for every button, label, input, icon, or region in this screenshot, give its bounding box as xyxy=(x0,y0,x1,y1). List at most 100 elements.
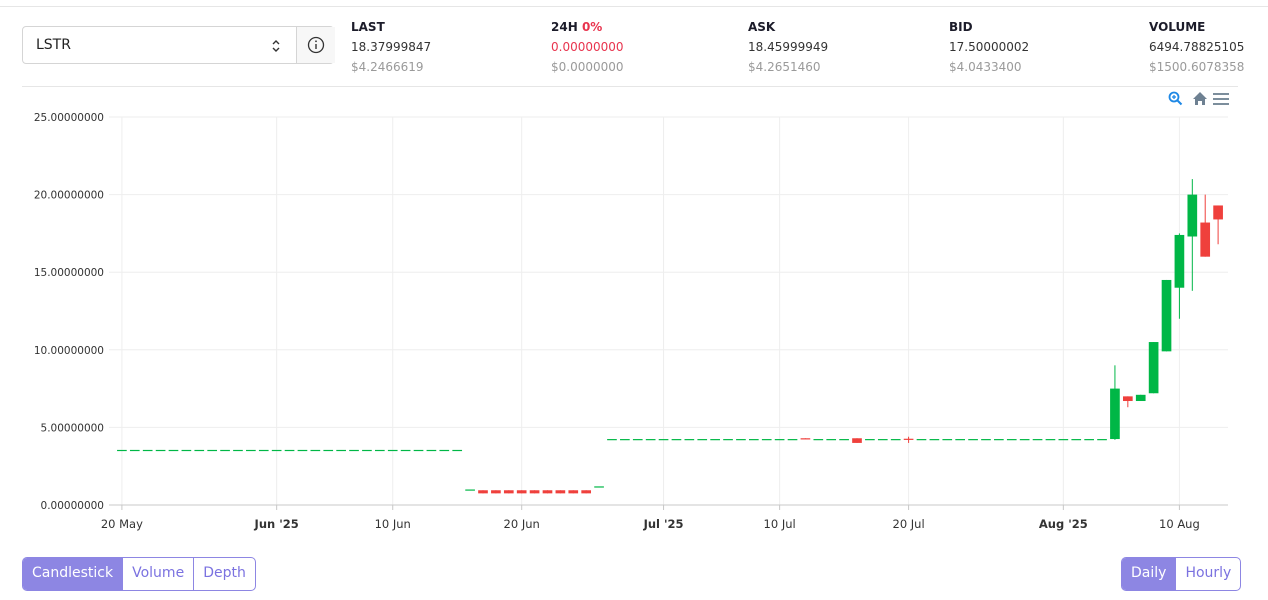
candle-body xyxy=(555,490,566,494)
candle-body xyxy=(1032,439,1043,441)
candle-body xyxy=(645,439,656,441)
chart-type-group: Candlestick Volume Depth xyxy=(22,557,256,591)
candle-body xyxy=(452,449,463,452)
candle-body xyxy=(413,449,424,452)
x-tick-label: 10 Jul xyxy=(764,517,796,531)
stat-usd: $4.0433400 xyxy=(949,60,1022,74)
candle-body xyxy=(491,490,501,494)
x-tick-label: 20 May xyxy=(101,517,143,531)
interval-group: Daily Hourly xyxy=(1121,557,1242,591)
candle-body xyxy=(1200,222,1211,257)
menu-icon[interactable] xyxy=(1213,93,1229,105)
candle-body xyxy=(632,439,643,441)
candle-body xyxy=(697,439,708,441)
candle-body xyxy=(349,449,359,452)
candle-body xyxy=(839,439,849,441)
interval-button[interactable]: Hourly xyxy=(1175,558,1240,590)
candle-body xyxy=(865,439,875,441)
candle-body xyxy=(1122,396,1133,402)
candle-body xyxy=(942,439,953,441)
stat-usd: $0.0000000 xyxy=(551,60,624,74)
candle-body xyxy=(168,449,179,452)
candle-body xyxy=(426,449,437,452)
candle-body xyxy=(774,439,785,441)
candle-body xyxy=(877,439,888,441)
candle-body xyxy=(258,449,269,452)
candle-body xyxy=(1174,234,1185,288)
home-icon[interactable] xyxy=(1193,92,1207,105)
candle-body xyxy=(516,490,527,494)
chart-type-button[interactable]: Volume xyxy=(122,558,193,590)
candle-body xyxy=(336,449,346,452)
candle-body xyxy=(542,490,553,494)
candle-body xyxy=(1135,394,1146,402)
candle-body xyxy=(581,490,592,494)
candle-body xyxy=(271,449,282,452)
candle-body xyxy=(297,449,308,452)
candle-body xyxy=(981,439,991,441)
candle-body xyxy=(233,449,243,452)
chart-type-button[interactable]: Candlestick xyxy=(23,558,123,590)
candle-body xyxy=(594,486,604,488)
candle-body xyxy=(620,439,630,441)
candle-body xyxy=(207,449,218,452)
candle-body xyxy=(246,449,256,452)
x-tick-label: Jun '25 xyxy=(254,517,299,531)
top-rule xyxy=(0,6,1268,7)
interval-button[interactable]: Daily xyxy=(1122,558,1176,590)
stat: LAST 18.37999847 $4.2466619 xyxy=(351,17,431,77)
candle-body xyxy=(1071,439,1082,441)
select-arrows xyxy=(272,40,280,52)
stat-usd: $1500.6078358 xyxy=(1149,60,1245,74)
candle-body xyxy=(1045,439,1056,441)
x-tick-label: Jul '25 xyxy=(643,517,684,531)
candle-body xyxy=(800,438,811,440)
stat-label: BID xyxy=(949,20,973,34)
stat: 24H 0% 0.00000000 $0.0000000 xyxy=(551,17,624,77)
candle-body xyxy=(736,439,746,441)
candle-body xyxy=(568,490,579,494)
candle-body xyxy=(813,439,824,441)
symbol-select[interactable]: LSTR xyxy=(22,26,335,64)
candle-body xyxy=(826,439,837,441)
stat-value: 6494.78825105 xyxy=(1149,40,1245,54)
stat-label: ASK xyxy=(748,20,776,34)
candle-body xyxy=(117,449,127,452)
candle-body xyxy=(607,439,617,441)
candle-body xyxy=(387,449,398,452)
x-tick-label: 10 Aug xyxy=(1159,517,1200,531)
candle-body xyxy=(684,439,695,441)
stat-change: 0% xyxy=(581,20,603,34)
y-tick-label: 15.00000000 xyxy=(34,267,104,279)
candle-body xyxy=(1058,439,1069,441)
candle-body xyxy=(362,449,372,452)
candle-body xyxy=(142,449,153,452)
candle-body xyxy=(400,449,411,452)
candle-body xyxy=(890,439,901,441)
candle-body xyxy=(787,439,798,441)
candle-body xyxy=(284,449,295,452)
candle-body xyxy=(1148,342,1159,394)
candle-body xyxy=(929,439,940,441)
x-tick-label: 20 Jul xyxy=(893,517,925,531)
candle-body xyxy=(503,490,514,494)
y-tick-label: 20.00000000 xyxy=(34,190,104,202)
candle-body xyxy=(955,439,966,441)
candle-body xyxy=(129,449,140,452)
stat-usd: $4.2651460 xyxy=(748,60,821,74)
x-tick-label: Aug '25 xyxy=(1039,517,1088,531)
chart-type-button[interactable]: Depth xyxy=(193,558,255,590)
candle-body xyxy=(1110,388,1120,440)
candle-body xyxy=(748,439,759,441)
candle-body xyxy=(439,449,450,452)
y-tick-label: 10.00000000 xyxy=(34,345,104,357)
zoom-icon[interactable] xyxy=(1168,91,1183,106)
stat-label: LAST xyxy=(351,20,385,34)
stat-value: 18.37999847 xyxy=(351,40,432,54)
x-tick-label: 10 Jun xyxy=(375,517,411,531)
x-tick-label: 20 Jun xyxy=(504,517,540,531)
stat-label: 24H xyxy=(551,20,578,34)
info-button[interactable] xyxy=(296,27,335,63)
candle-body xyxy=(1019,439,1030,441)
